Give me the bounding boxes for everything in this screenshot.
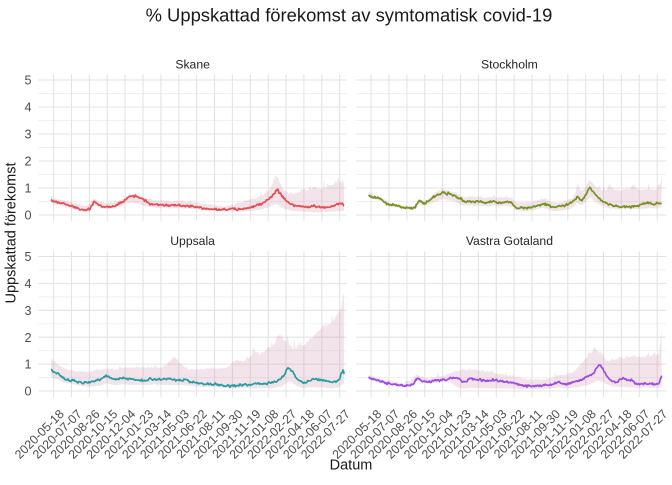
svg-text:0: 0 [24, 209, 31, 223]
svg-text:1: 1 [24, 182, 31, 196]
svg-text:Uppskattad förekomst: Uppskattad förekomst [4, 162, 20, 303]
svg-text:3: 3 [24, 304, 31, 318]
svg-text:Vastra Gotaland: Vastra Gotaland [466, 234, 553, 248]
svg-text:4: 4 [24, 101, 31, 115]
svg-text:1: 1 [24, 358, 31, 372]
svg-text:Uppsala: Uppsala [170, 234, 215, 248]
svg-text:3: 3 [24, 128, 31, 142]
svg-text:5: 5 [24, 74, 31, 88]
svg-text:0: 0 [24, 385, 31, 399]
svg-text:Skane: Skane [175, 58, 210, 72]
svg-text:Stockholm: Stockholm [481, 58, 538, 72]
svg-text:2: 2 [24, 155, 31, 169]
svg-text:% Uppskattad förekomst av symt: % Uppskattad förekomst av symtomatisk co… [146, 5, 553, 26]
svg-text:2: 2 [24, 331, 31, 345]
svg-text:5: 5 [24, 250, 31, 264]
svg-text:4: 4 [24, 277, 31, 291]
svg-text:Datum: Datum [330, 458, 373, 474]
